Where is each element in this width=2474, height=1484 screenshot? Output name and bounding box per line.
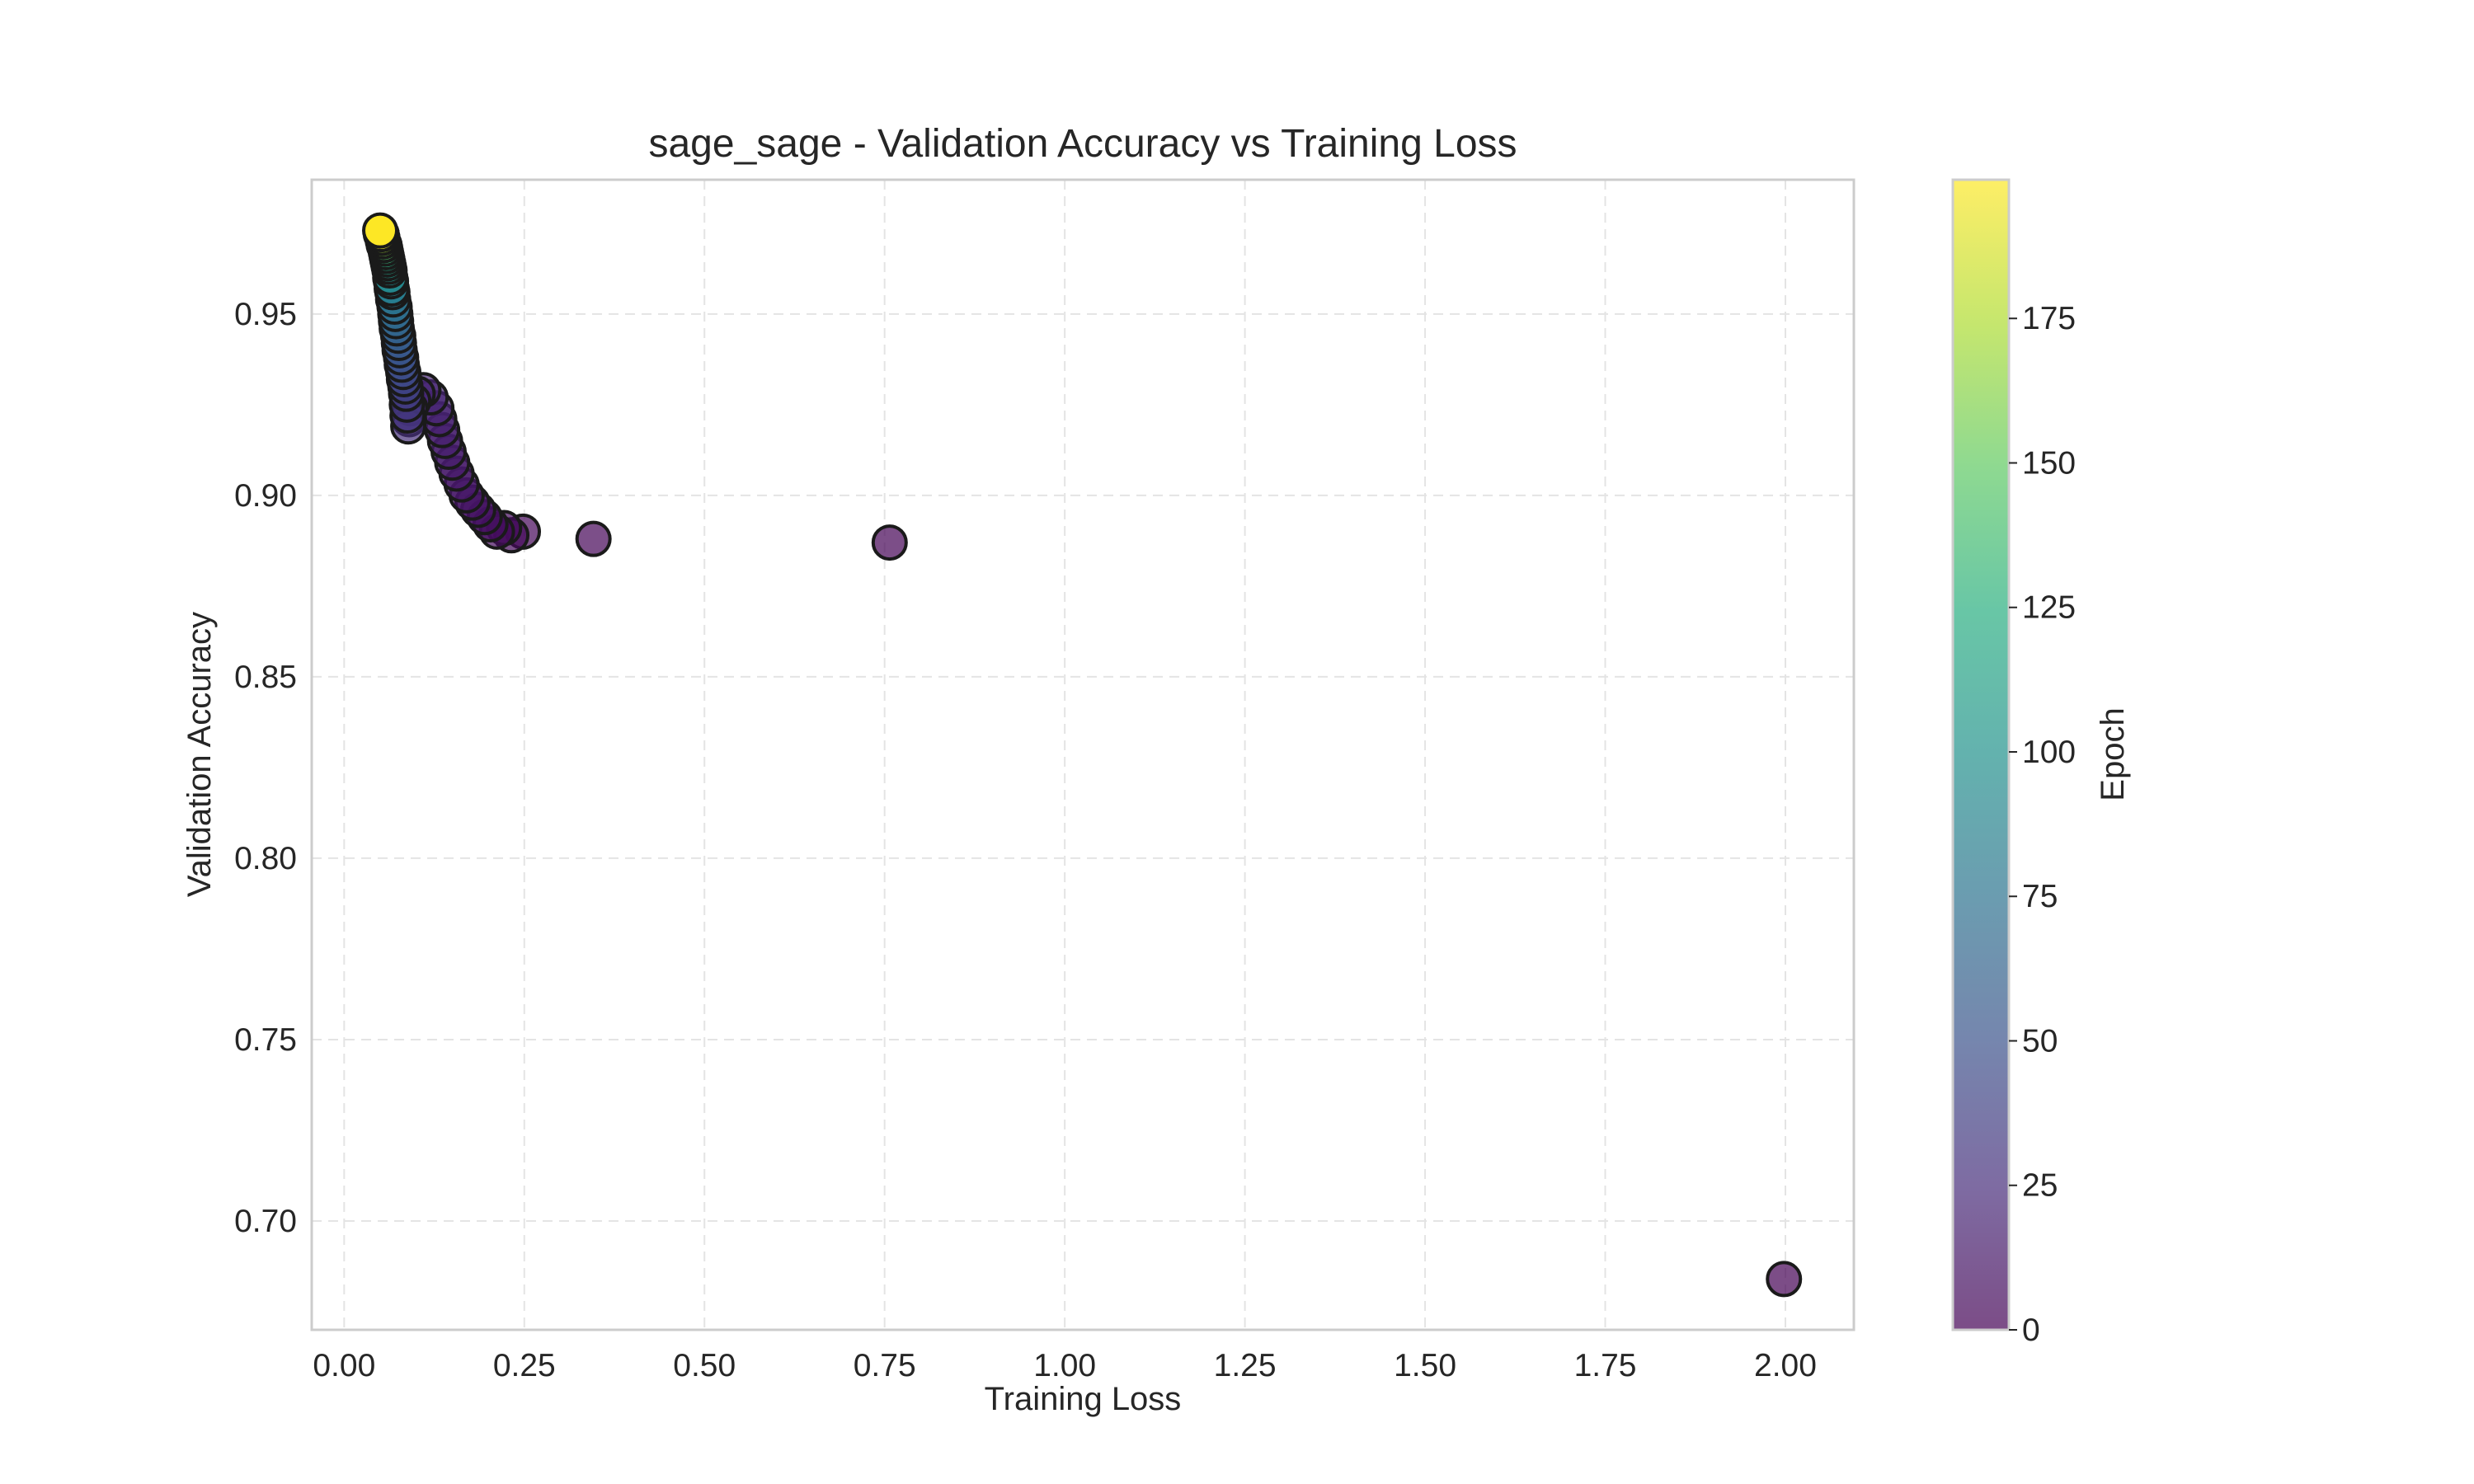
data-point-epoch-2	[575, 520, 612, 557]
colorbar-label: Epoch	[2095, 707, 2131, 801]
x-tick-label: 0.50	[673, 1348, 736, 1383]
x-tick-label: 1.25	[1214, 1348, 1277, 1383]
colorbar-tick-label: 75	[2022, 879, 2058, 914]
y-tick-label: 0.90	[234, 478, 297, 514]
x-tick-label: 0.75	[854, 1348, 916, 1383]
colorbar-frame	[1951, 178, 2011, 1331]
plot-frame	[310, 178, 1856, 1331]
x-tick-label: 1.00	[1033, 1348, 1096, 1383]
colorbar-tick-label: 25	[2022, 1168, 2058, 1204]
colorbar-tick-label: 125	[2022, 590, 2076, 626]
y-tick-label: 0.80	[234, 841, 297, 876]
x-tick-label: 2.00	[1754, 1348, 1817, 1383]
y-axis-label: Validation Accuracy	[181, 612, 218, 897]
x-tick-label: 0.25	[493, 1348, 556, 1383]
y-tick-label: 0.85	[234, 660, 297, 695]
colorbar-tick-label: 175	[2022, 301, 2076, 336]
y-axis-ticks: 0.70 0.75 0.80 0.85 0.90 0.95	[234, 297, 297, 1239]
y-tick-label: 0.75	[234, 1022, 297, 1058]
x-tick-label: 1.75	[1574, 1348, 1637, 1383]
colorbar: 0 25 50 75 100 125 150 175 Epoch	[1951, 178, 2131, 1348]
x-tick-label: 1.50	[1394, 1348, 1456, 1383]
x-axis-ticks: 0.00 0.25 0.50 0.75 1.00 1.25 1.50 1.75 2.00	[313, 1348, 1817, 1383]
colorbar-tick-label: 150	[2022, 445, 2076, 481]
data-point-epoch-1	[871, 524, 908, 561]
colorbar-gradient	[1953, 180, 2009, 1330]
y-tick-label: 0.95	[234, 297, 297, 332]
grid-lines	[312, 180, 1854, 1330]
data-point-epoch-199	[362, 212, 399, 249]
scatter-points	[362, 212, 1803, 1298]
colorbar-ticks: 0 25 50 75 100 125 150 175	[2009, 301, 2076, 1348]
colorbar-tick-label: 0	[2022, 1313, 2040, 1348]
x-axis-label: Training Loss	[985, 1381, 1182, 1417]
chart-title: sage_sage - Validation Accuracy vs Train…	[648, 122, 1517, 166]
x-tick-label: 0.00	[313, 1348, 375, 1383]
data-point-epoch-0	[1766, 1261, 1803, 1298]
colorbar-tick-label: 50	[2022, 1023, 2058, 1059]
y-tick-label: 0.70	[234, 1204, 297, 1239]
colorbar-tick-label: 100	[2022, 735, 2076, 770]
